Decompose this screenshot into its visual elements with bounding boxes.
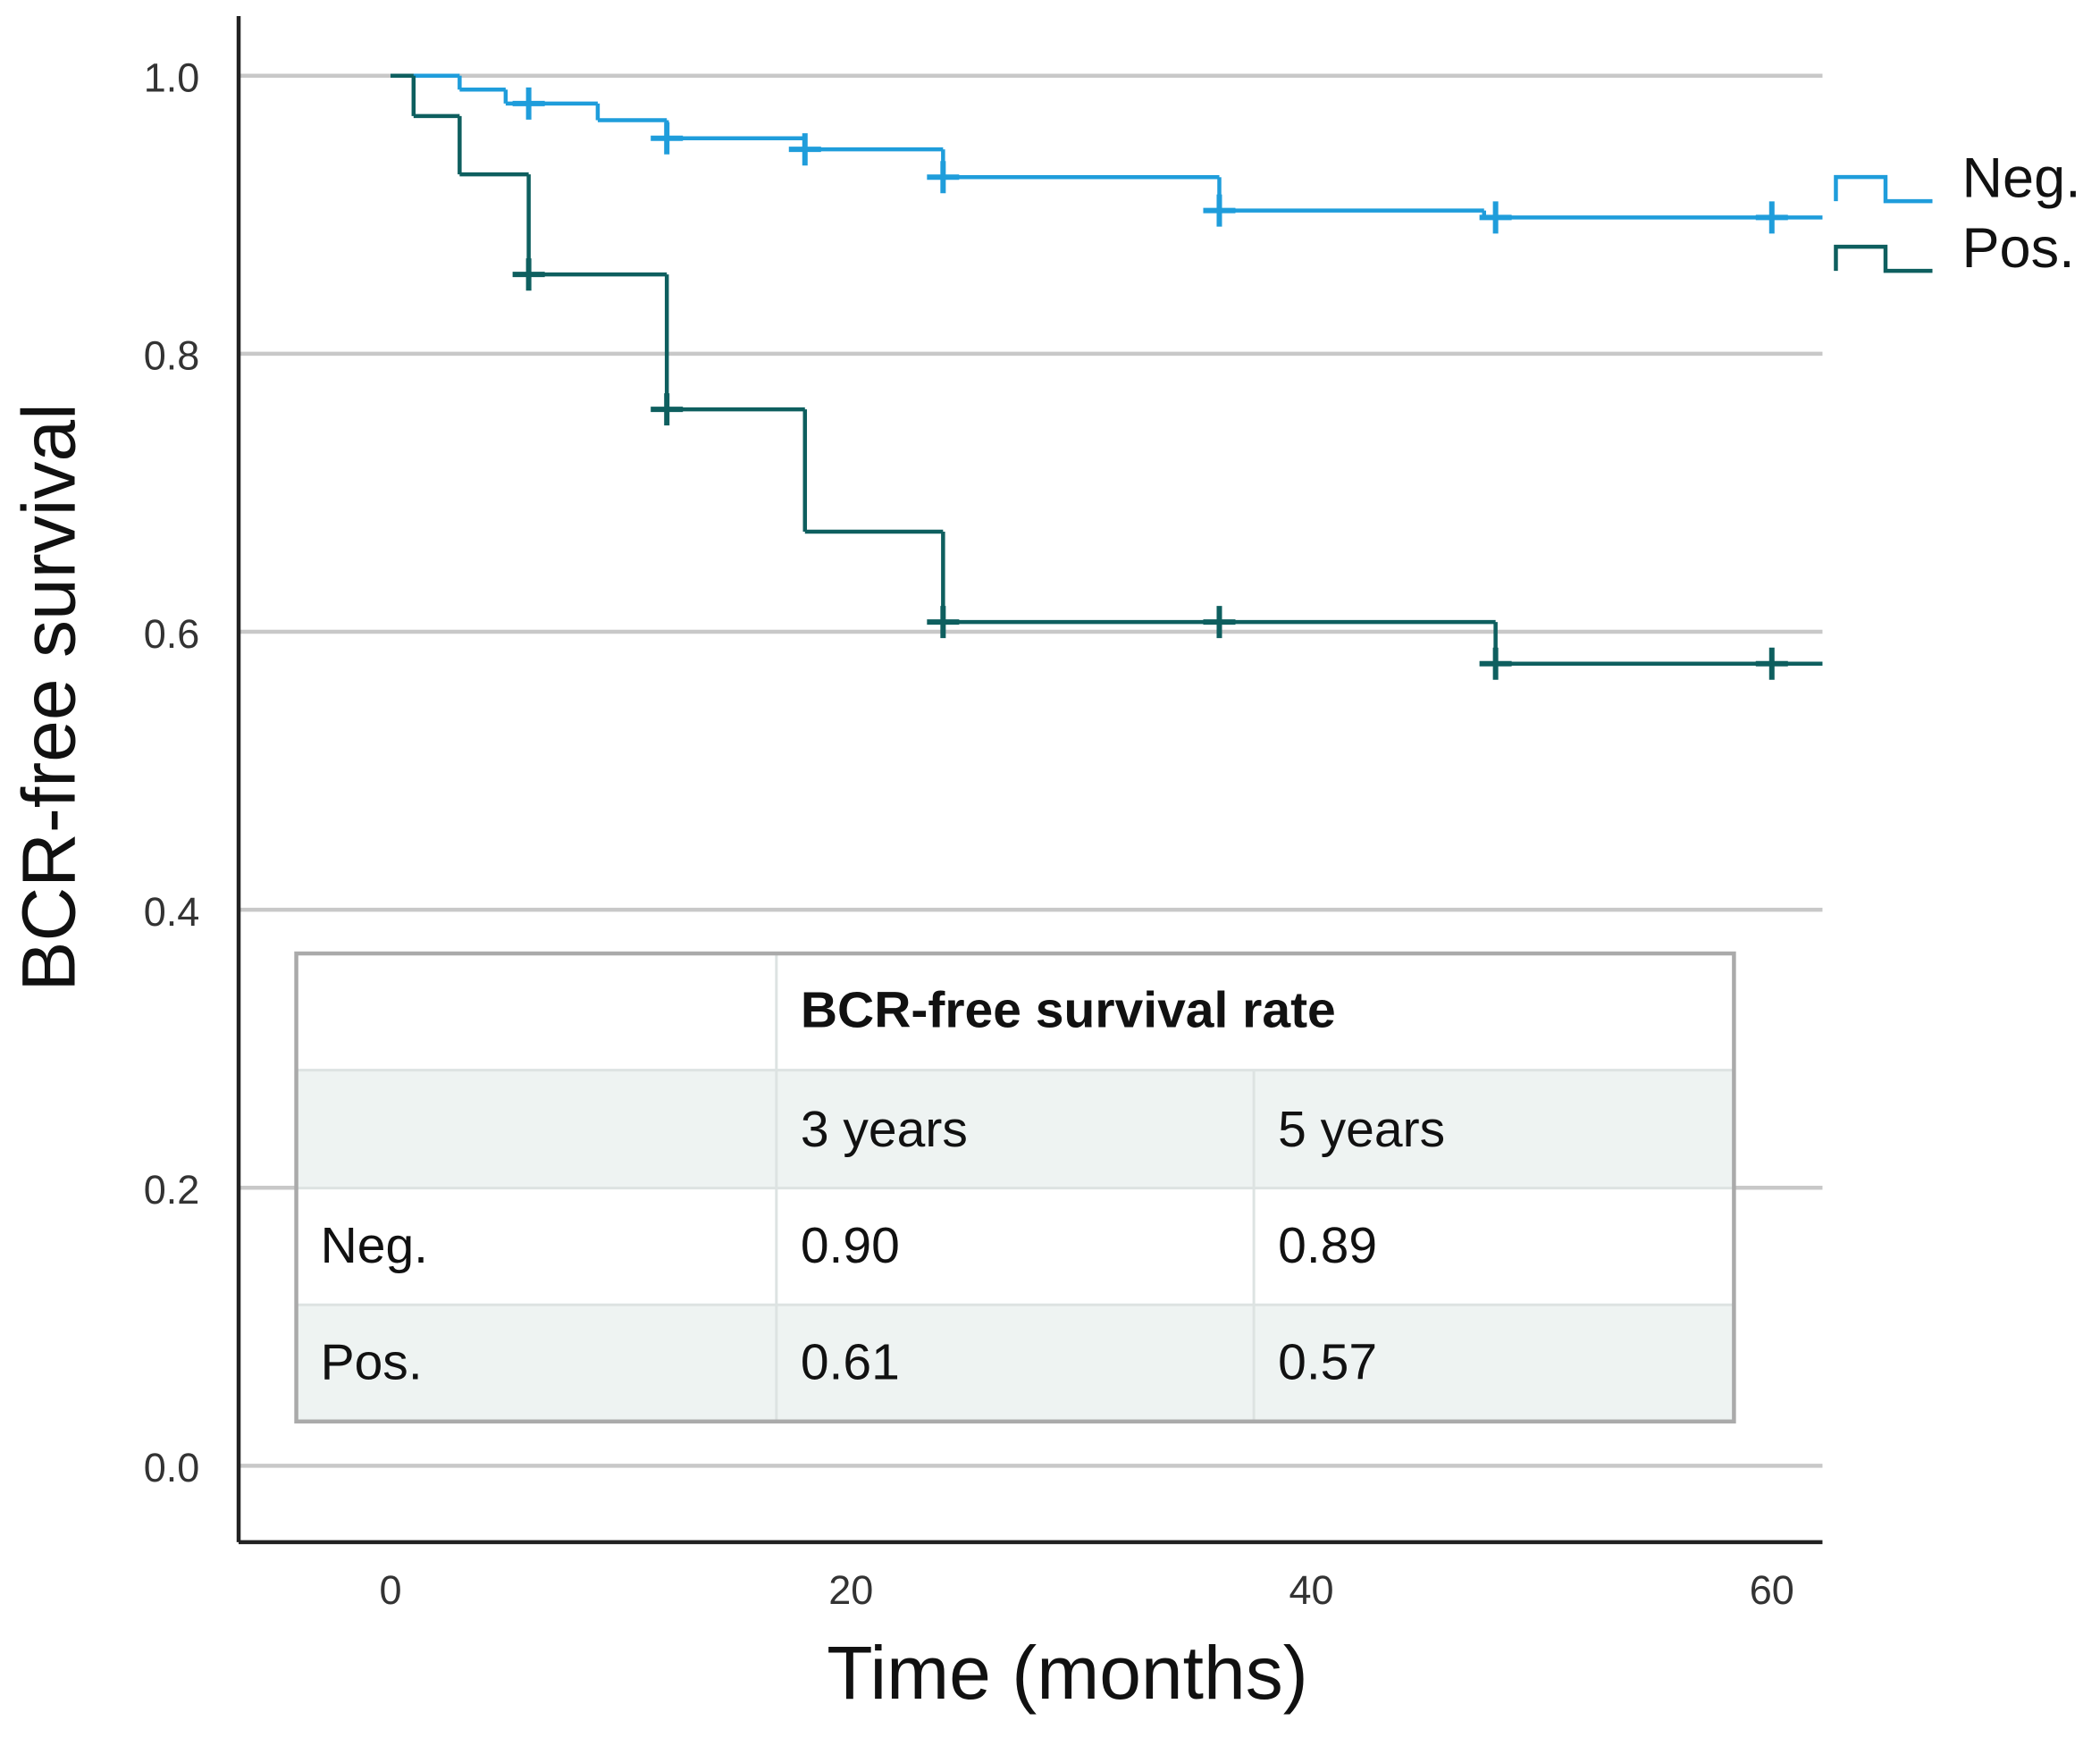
censor-mark xyxy=(1479,647,1512,680)
table-row-bg xyxy=(296,1188,1735,1305)
table-cell: 0.57 xyxy=(1278,1334,1377,1391)
table-row-bg xyxy=(296,953,1735,1070)
censor-mark xyxy=(512,258,545,291)
table-row-bg xyxy=(296,1070,1735,1188)
censor-mark xyxy=(1479,201,1512,234)
x-tick-label: 0 xyxy=(380,1567,402,1613)
y-tick-label: 0.0 xyxy=(144,1445,200,1490)
table-column-header: 3 years xyxy=(801,1101,968,1158)
legend-label: Pos. xyxy=(1962,217,2075,280)
censor-mark xyxy=(1755,647,1788,680)
table-cell: Neg. xyxy=(321,1217,428,1274)
table-cell: Pos. xyxy=(321,1334,423,1391)
x-tick-label: 40 xyxy=(1289,1567,1333,1613)
y-tick-label: 0.6 xyxy=(144,611,200,657)
y-axis-title: BCR-free survival xyxy=(7,403,91,991)
table-cell: 0.61 xyxy=(801,1334,900,1391)
legend-swatch xyxy=(1834,244,1933,273)
y-tick-label: 0.2 xyxy=(144,1167,200,1213)
censor-mark xyxy=(651,393,684,426)
censor-mark xyxy=(927,606,960,639)
legend-label: Neg. xyxy=(1962,147,2081,210)
legend-swatch xyxy=(1834,174,1933,204)
table-cell: 0.89 xyxy=(1278,1217,1377,1274)
x-tick-label: 20 xyxy=(828,1567,873,1613)
table-border xyxy=(294,951,1736,1424)
table-cell: 0.90 xyxy=(801,1217,900,1274)
y-tick-label: 1.0 xyxy=(144,55,200,101)
censor-mark xyxy=(512,87,545,120)
censor-mark xyxy=(1203,194,1236,227)
table-title: BCR-free survival rate xyxy=(801,982,1336,1039)
censor-mark xyxy=(927,161,960,194)
table-row-bg xyxy=(296,1305,1735,1422)
x-axis-title: Time (months) xyxy=(827,1631,1308,1715)
table-column-header: 5 years xyxy=(1278,1101,1445,1158)
x-tick-label: 60 xyxy=(1750,1567,1794,1613)
y-tick-label: 0.4 xyxy=(144,889,200,935)
censor-mark xyxy=(1755,201,1788,234)
y-tick-label: 0.8 xyxy=(144,333,200,379)
censor-mark xyxy=(788,133,821,166)
censor-mark xyxy=(651,122,684,155)
censor-mark xyxy=(1203,606,1236,639)
